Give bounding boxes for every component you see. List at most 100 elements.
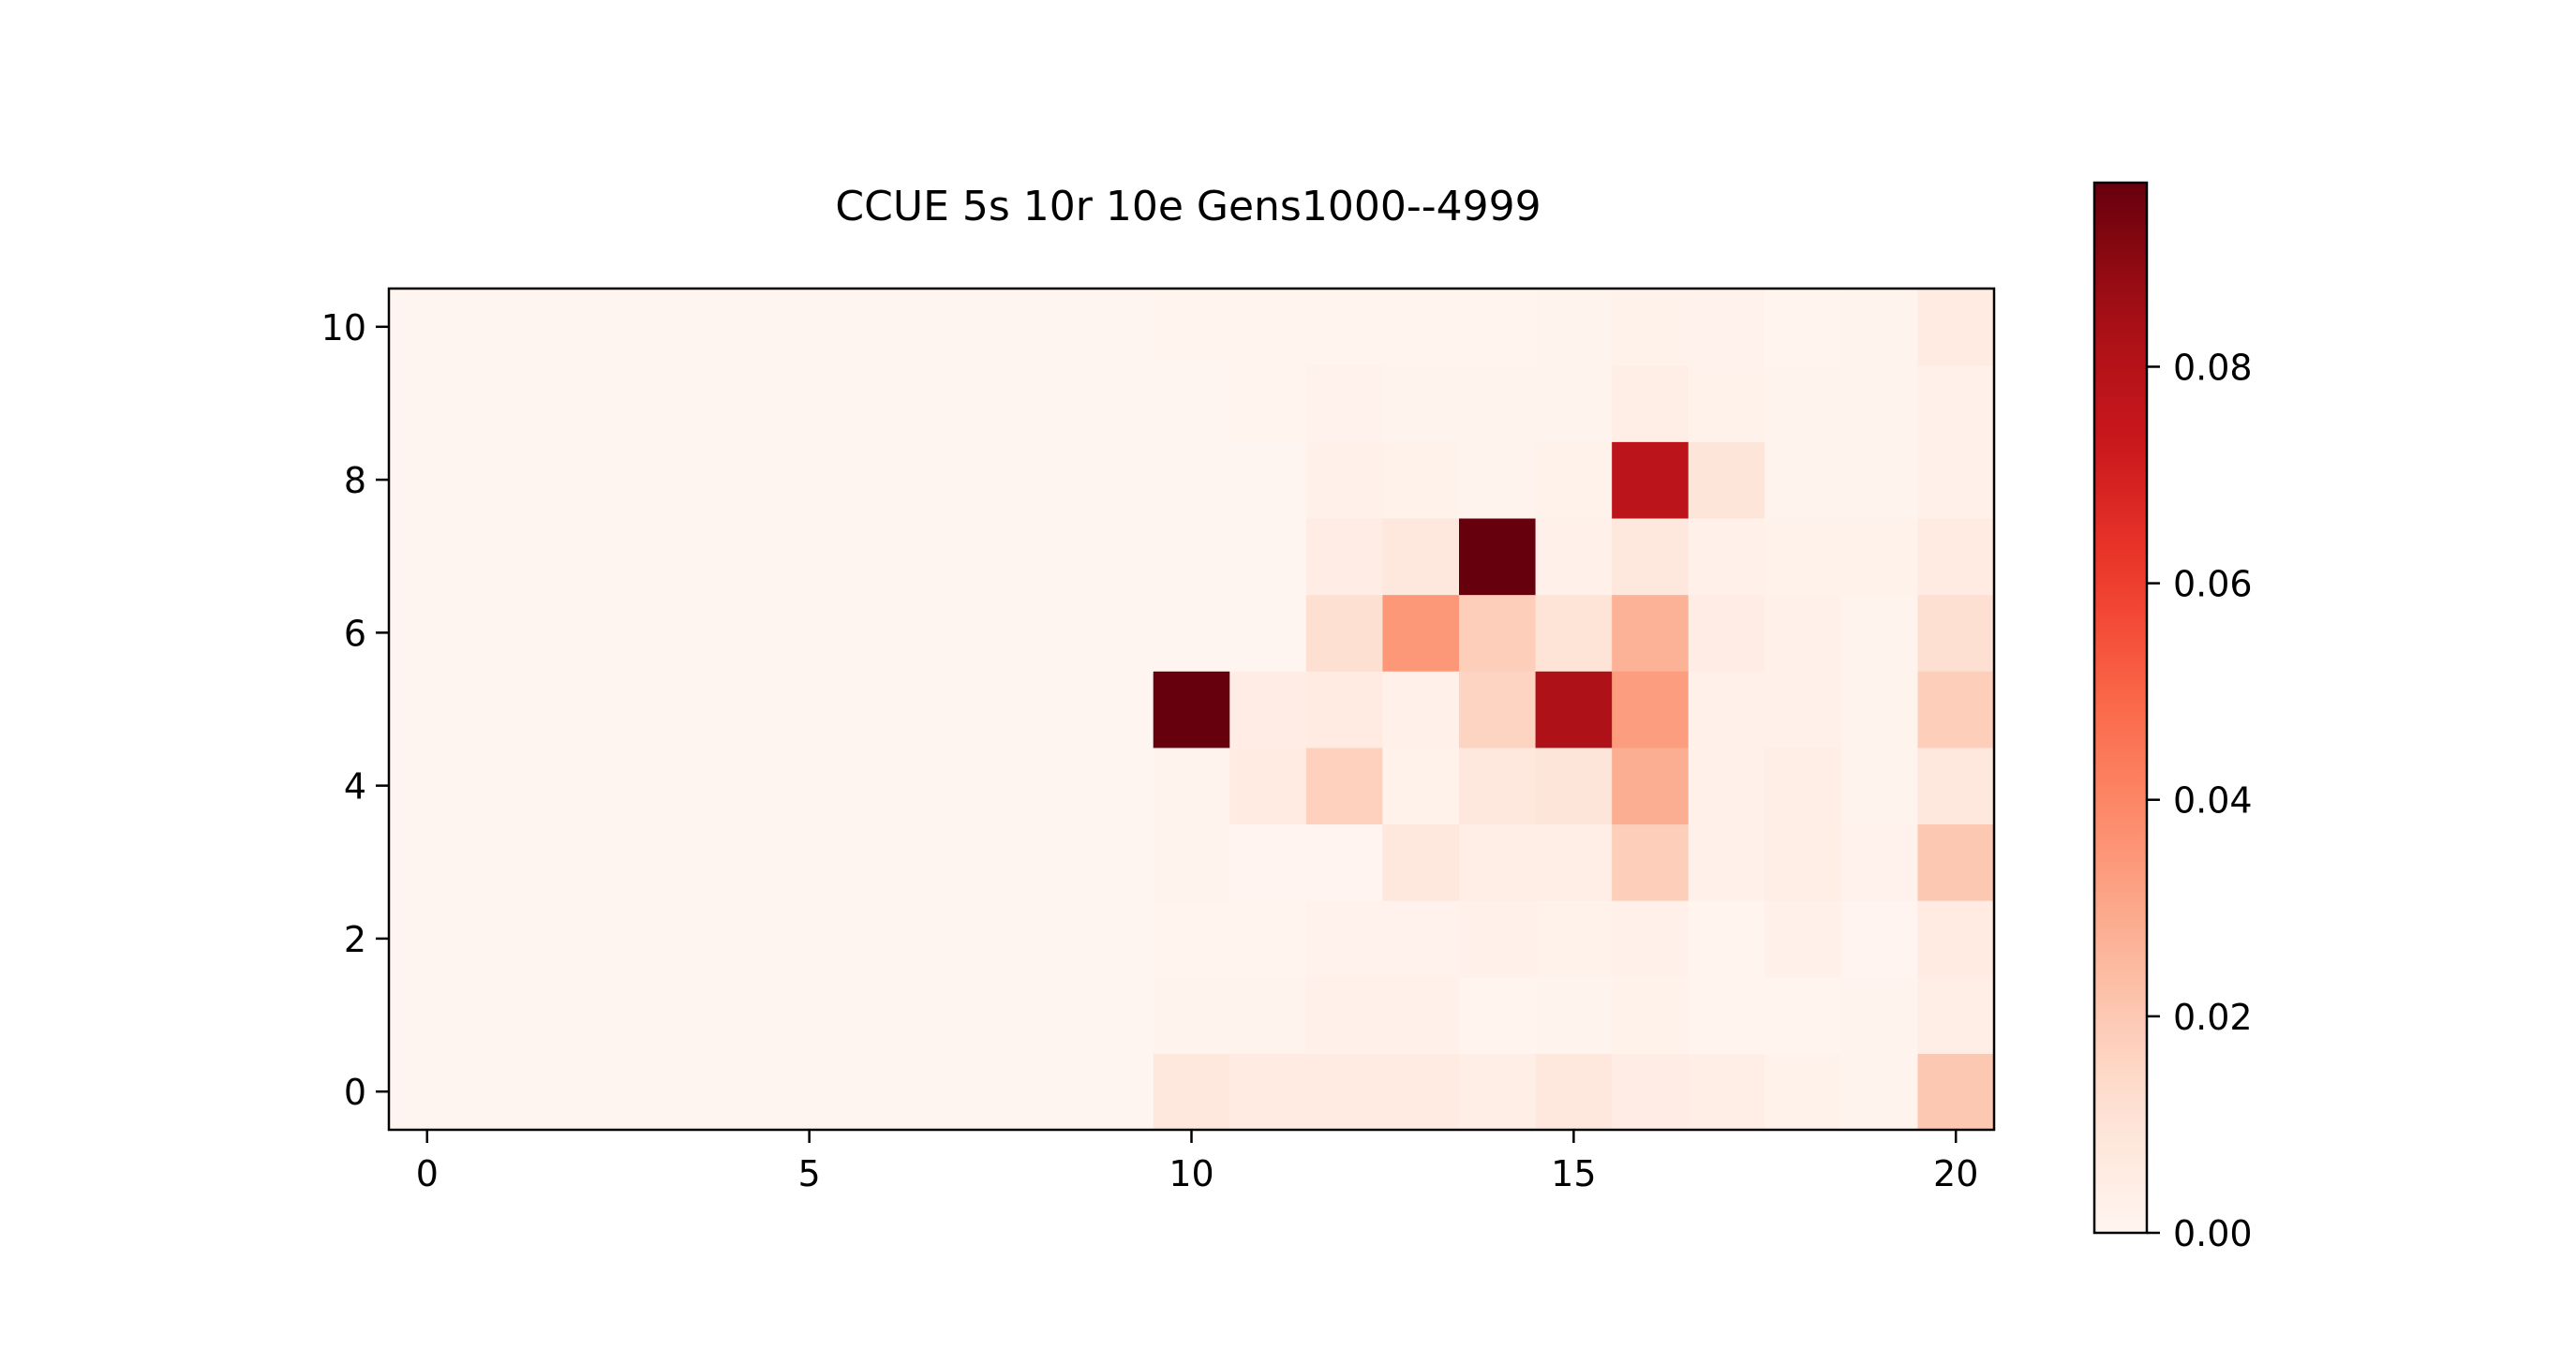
heatmap-cell [1382, 900, 1460, 978]
heatmap-cell [1917, 1053, 1995, 1131]
heatmap-cell [1840, 747, 1919, 825]
heatmap-cell [1688, 289, 1765, 366]
heatmap-cell [1305, 289, 1384, 366]
heatmap-cell [1612, 1053, 1690, 1131]
heatmap-cell [1000, 517, 1078, 596]
heatmap-cell [847, 289, 925, 366]
heatmap-cell [924, 747, 1002, 825]
heatmap-cell [847, 594, 925, 672]
heatmap-cell [465, 1053, 543, 1131]
heatmap-cell [1000, 594, 1078, 672]
heatmap-cell [1917, 364, 1995, 442]
heatmap-cell [1917, 517, 1995, 596]
heatmap-cell [465, 289, 543, 366]
heatmap-cell [1382, 364, 1460, 442]
heatmap-cells [389, 289, 1995, 1131]
heatmap-cell [1917, 671, 1995, 749]
heatmap-cell [1000, 900, 1078, 978]
heatmap-cell [389, 364, 467, 442]
heatmap-cell [924, 976, 1002, 1054]
heatmap-cell [1459, 747, 1537, 825]
heatmap-cell [618, 747, 695, 825]
heatmap-cell [847, 671, 925, 749]
heatmap-cell [924, 441, 1002, 519]
heatmap-cell [1459, 671, 1537, 749]
heatmap-cell [770, 441, 849, 519]
colorbar-tick-label: 0.00 [2173, 1213, 2253, 1254]
heatmap-cell [1305, 671, 1384, 749]
x-tick-label: 0 [416, 1153, 439, 1194]
heatmap-cell [1305, 976, 1384, 1054]
colorbar-tick-label: 0.06 [2173, 564, 2253, 605]
heatmap-cell [1382, 517, 1460, 596]
heatmap-cell [1000, 671, 1078, 749]
heatmap-cell [1229, 594, 1307, 672]
heatmap-cell [1612, 289, 1690, 366]
heatmap-cell [542, 976, 619, 1054]
heatmap-cell [924, 364, 1002, 442]
heatmap-cell [1535, 1053, 1613, 1131]
heatmap-cell [1000, 976, 1078, 1054]
heatmap-cell [389, 517, 467, 596]
heatmap-cell [542, 823, 619, 901]
heatmap-cell [465, 441, 543, 519]
heatmap-cell [1153, 517, 1230, 596]
heatmap-cell [694, 671, 772, 749]
y-tick-label: 2 [344, 919, 366, 960]
heatmap-cell [1612, 900, 1690, 978]
y-tick-label: 0 [344, 1072, 366, 1113]
heatmap-cell [542, 517, 619, 596]
heatmap-cell [618, 976, 695, 1054]
heatmap-cell [770, 671, 849, 749]
heatmap-cell [770, 364, 849, 442]
heatmap-cell [1612, 364, 1690, 442]
heatmap-cell [618, 289, 695, 366]
heatmap-cell [1612, 823, 1690, 901]
heatmap-cell [1229, 441, 1307, 519]
heatmap-cell [847, 364, 925, 442]
heatmap-cell [1535, 747, 1613, 825]
heatmap-cell [1153, 823, 1230, 901]
heatmap-cell [1764, 671, 1842, 749]
heatmap-cell [1917, 594, 1995, 672]
heatmap-cell [1764, 747, 1842, 825]
heatmap-cell [770, 976, 849, 1054]
heatmap-cell [694, 976, 772, 1054]
x-axis: 0 5 10 15 20 [416, 1130, 1978, 1194]
heatmap-cell [1077, 364, 1154, 442]
heatmap-cell [924, 900, 1002, 978]
heatmap-cell [1840, 900, 1919, 978]
heatmap-cell [1688, 1053, 1765, 1131]
heatmap-cell [847, 747, 925, 825]
heatmap-cell [1153, 441, 1230, 519]
heatmap-cell [1000, 441, 1078, 519]
heatmap-cell [1688, 900, 1765, 978]
y-tick-label: 6 [344, 613, 366, 654]
x-tick-label: 15 [1551, 1153, 1596, 1194]
heatmap-cell [1459, 1053, 1537, 1131]
heatmap-cell [1535, 823, 1613, 901]
heatmap-cell [1077, 976, 1154, 1054]
colorbar [2092, 181, 2149, 1235]
x-tick-label: 10 [1169, 1153, 1214, 1194]
heatmap-cell [389, 1053, 467, 1131]
heatmap-cell [389, 976, 467, 1054]
heatmap-cell [1382, 747, 1460, 825]
heatmap-cell [770, 594, 849, 672]
heatmap-cell [618, 671, 695, 749]
x-tick-label: 5 [798, 1153, 821, 1194]
heatmap-cell [1535, 289, 1613, 366]
heatmap-cell [1535, 517, 1613, 596]
heatmap-cell [770, 1053, 849, 1131]
heatmap-cell [1305, 517, 1384, 596]
heatmap-cell [1077, 517, 1154, 596]
heatmap-cell [1305, 594, 1384, 672]
heatmap-cell [1917, 289, 1995, 366]
heatmap-cell [1840, 671, 1919, 749]
heatmap-cell [1840, 1053, 1919, 1131]
heatmap-cell [1382, 976, 1460, 1054]
heatmap-cell [1153, 364, 1230, 442]
heatmap-cell [1688, 364, 1765, 442]
heatmap-cell [1382, 1053, 1460, 1131]
heatmap-cell [1688, 671, 1765, 749]
